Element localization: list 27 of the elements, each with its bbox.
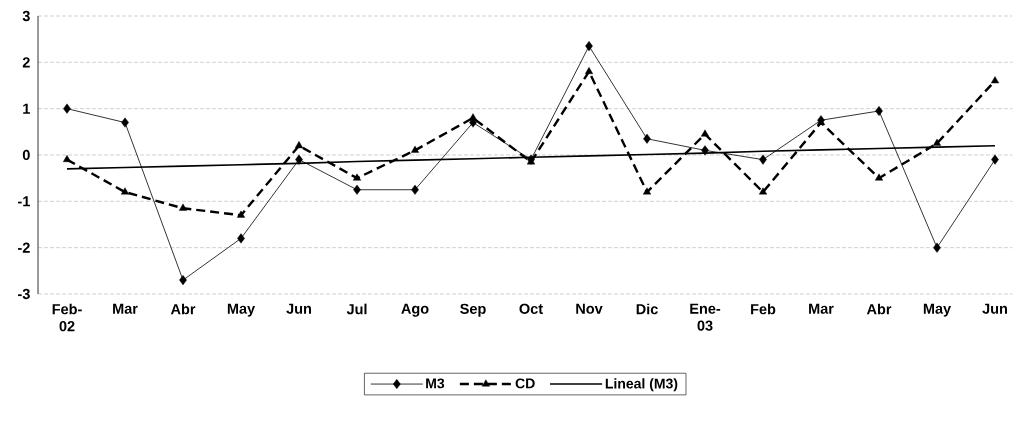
x-tick-label: Ago xyxy=(401,303,429,317)
x-tick-label: Jun xyxy=(286,303,312,314)
y-tick-label: 3 xyxy=(22,10,30,22)
x-tick-label: Feb xyxy=(751,303,776,315)
legend-label: CD xyxy=(515,378,535,389)
x-tick-label: Mar xyxy=(809,303,834,314)
x-tick-label: Mar xyxy=(113,303,138,314)
y-tick-label: 1 xyxy=(23,103,30,114)
legend-label: Lineal (M3) xyxy=(605,378,678,392)
y-tick-label: -1 xyxy=(18,196,30,207)
x-tick-label: Abr xyxy=(170,303,196,315)
x-tick-label: Dic xyxy=(636,303,658,315)
x-tick-label: Feb-02 xyxy=(52,303,82,332)
y-tick-label: 2 xyxy=(22,57,30,68)
x-tick-label: Sep xyxy=(460,303,486,317)
x-tick-label: Abr xyxy=(866,303,892,315)
y-tick-label: -2 xyxy=(18,242,30,253)
x-tick-label: Ene-03 xyxy=(690,303,721,331)
x-tick-label: Jun xyxy=(982,303,1007,314)
x-tick-label: May xyxy=(923,303,952,317)
y-tick-label: 0 xyxy=(22,149,30,161)
x-tick-label: May xyxy=(227,303,256,317)
x-tick-label: Jul xyxy=(346,303,367,315)
x-tick-label: Oct xyxy=(519,303,543,314)
y-tick-label: -3 xyxy=(18,288,30,300)
x-tick-label: Nov xyxy=(576,303,603,314)
legend-label: M3 xyxy=(426,378,445,389)
